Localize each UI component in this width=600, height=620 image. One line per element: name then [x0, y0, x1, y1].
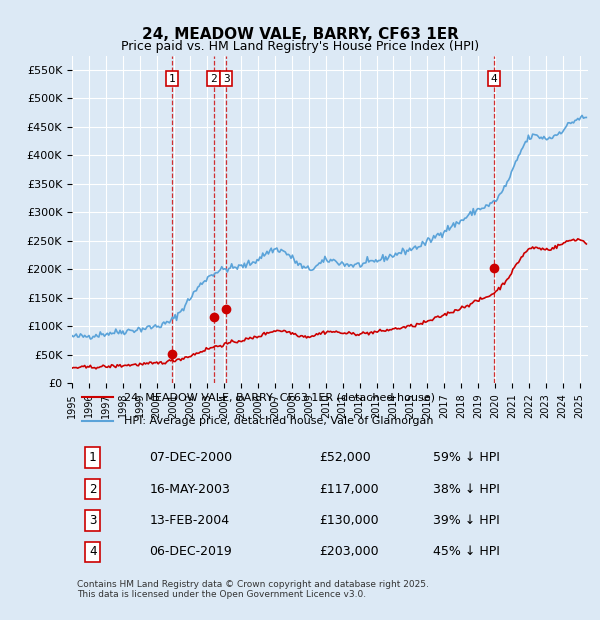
Text: 06-DEC-2019: 06-DEC-2019 [149, 546, 232, 559]
Text: 4: 4 [89, 546, 97, 559]
Text: 4: 4 [490, 74, 497, 84]
Text: 39% ↓ HPI: 39% ↓ HPI [433, 514, 500, 527]
Text: 59% ↓ HPI: 59% ↓ HPI [433, 451, 500, 464]
Text: 16-MAY-2003: 16-MAY-2003 [149, 482, 230, 495]
Text: 3: 3 [89, 514, 97, 527]
Text: 38% ↓ HPI: 38% ↓ HPI [433, 482, 500, 495]
Text: 13-FEB-2004: 13-FEB-2004 [149, 514, 230, 527]
Text: 3: 3 [223, 74, 230, 84]
Text: 24, MEADOW VALE, BARRY, CF63 1ER: 24, MEADOW VALE, BARRY, CF63 1ER [142, 27, 458, 42]
Text: £130,000: £130,000 [320, 514, 379, 527]
Text: £52,000: £52,000 [320, 451, 371, 464]
Text: 24, MEADOW VALE, BARRY, CF63 1ER (detached house): 24, MEADOW VALE, BARRY, CF63 1ER (detach… [124, 392, 434, 402]
Text: 1: 1 [169, 74, 176, 84]
Text: £117,000: £117,000 [320, 482, 379, 495]
Text: 07-DEC-2000: 07-DEC-2000 [149, 451, 233, 464]
Text: 2: 2 [210, 74, 217, 84]
Text: £203,000: £203,000 [320, 546, 379, 559]
Text: 45% ↓ HPI: 45% ↓ HPI [433, 546, 500, 559]
Text: Contains HM Land Registry data © Crown copyright and database right 2025.
This d: Contains HM Land Registry data © Crown c… [77, 580, 429, 599]
Text: HPI: Average price, detached house, Vale of Glamorgan: HPI: Average price, detached house, Vale… [124, 417, 433, 427]
Text: 1: 1 [89, 451, 97, 464]
Text: 2: 2 [89, 482, 97, 495]
Text: Price paid vs. HM Land Registry's House Price Index (HPI): Price paid vs. HM Land Registry's House … [121, 40, 479, 53]
